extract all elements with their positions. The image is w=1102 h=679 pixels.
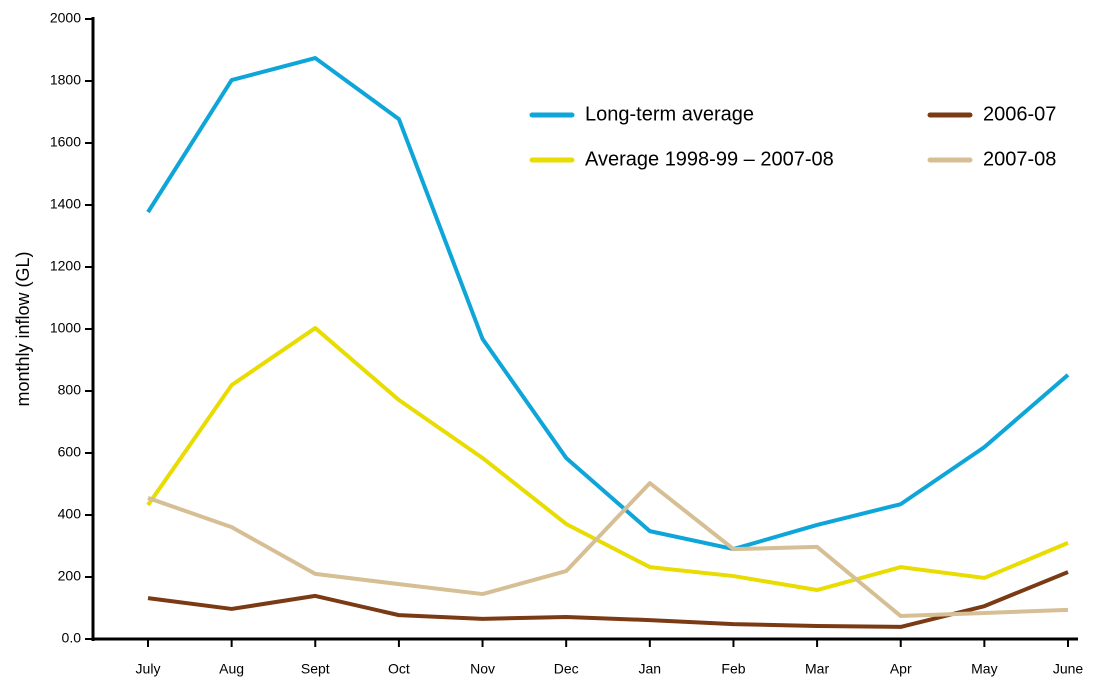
series-line <box>147 570 1069 629</box>
x-tick-label: Oct <box>388 661 410 677</box>
series-line <box>147 481 1069 619</box>
legend-label: Average 1998-99 – 2007-08 <box>585 148 834 170</box>
x-tick-label: Nov <box>470 661 495 677</box>
y-tick-label: 0.0 <box>62 630 82 646</box>
y-tick-label: 1000 <box>50 320 81 336</box>
legend-label: 2006-07 <box>983 103 1056 125</box>
x-tick-label: Aug <box>219 661 244 677</box>
series-line <box>146 326 1069 593</box>
y-tick-label: 1600 <box>50 134 81 150</box>
y-tick-label: 600 <box>58 444 82 460</box>
legend-label: Long-term average <box>585 103 754 125</box>
x-tick-label: Jan <box>639 661 662 677</box>
x-tick-label: Apr <box>890 661 912 677</box>
x-tick-label: Mar <box>805 661 829 677</box>
y-tick-label: 1400 <box>50 196 81 212</box>
x-tick-label: Sept <box>301 661 330 677</box>
series-line <box>146 56 1070 552</box>
x-tick-label: Dec <box>554 661 579 677</box>
x-tick-label: May <box>971 661 997 677</box>
y-tick-label: 1800 <box>50 72 81 88</box>
x-tick-label: July <box>136 661 161 677</box>
x-tick-label: June <box>1053 661 1084 677</box>
y-tick-label: 2000 <box>50 10 81 26</box>
legend-label: 2007-08 <box>983 148 1056 170</box>
y-tick-label: 400 <box>58 506 82 522</box>
x-tick-label: Feb <box>721 661 745 677</box>
y-tick-label: 800 <box>58 382 82 398</box>
y-axis-label: monthly inflow (GL) <box>13 251 33 406</box>
y-tick-label: 1200 <box>50 258 81 274</box>
y-tick-label: 200 <box>58 568 82 584</box>
